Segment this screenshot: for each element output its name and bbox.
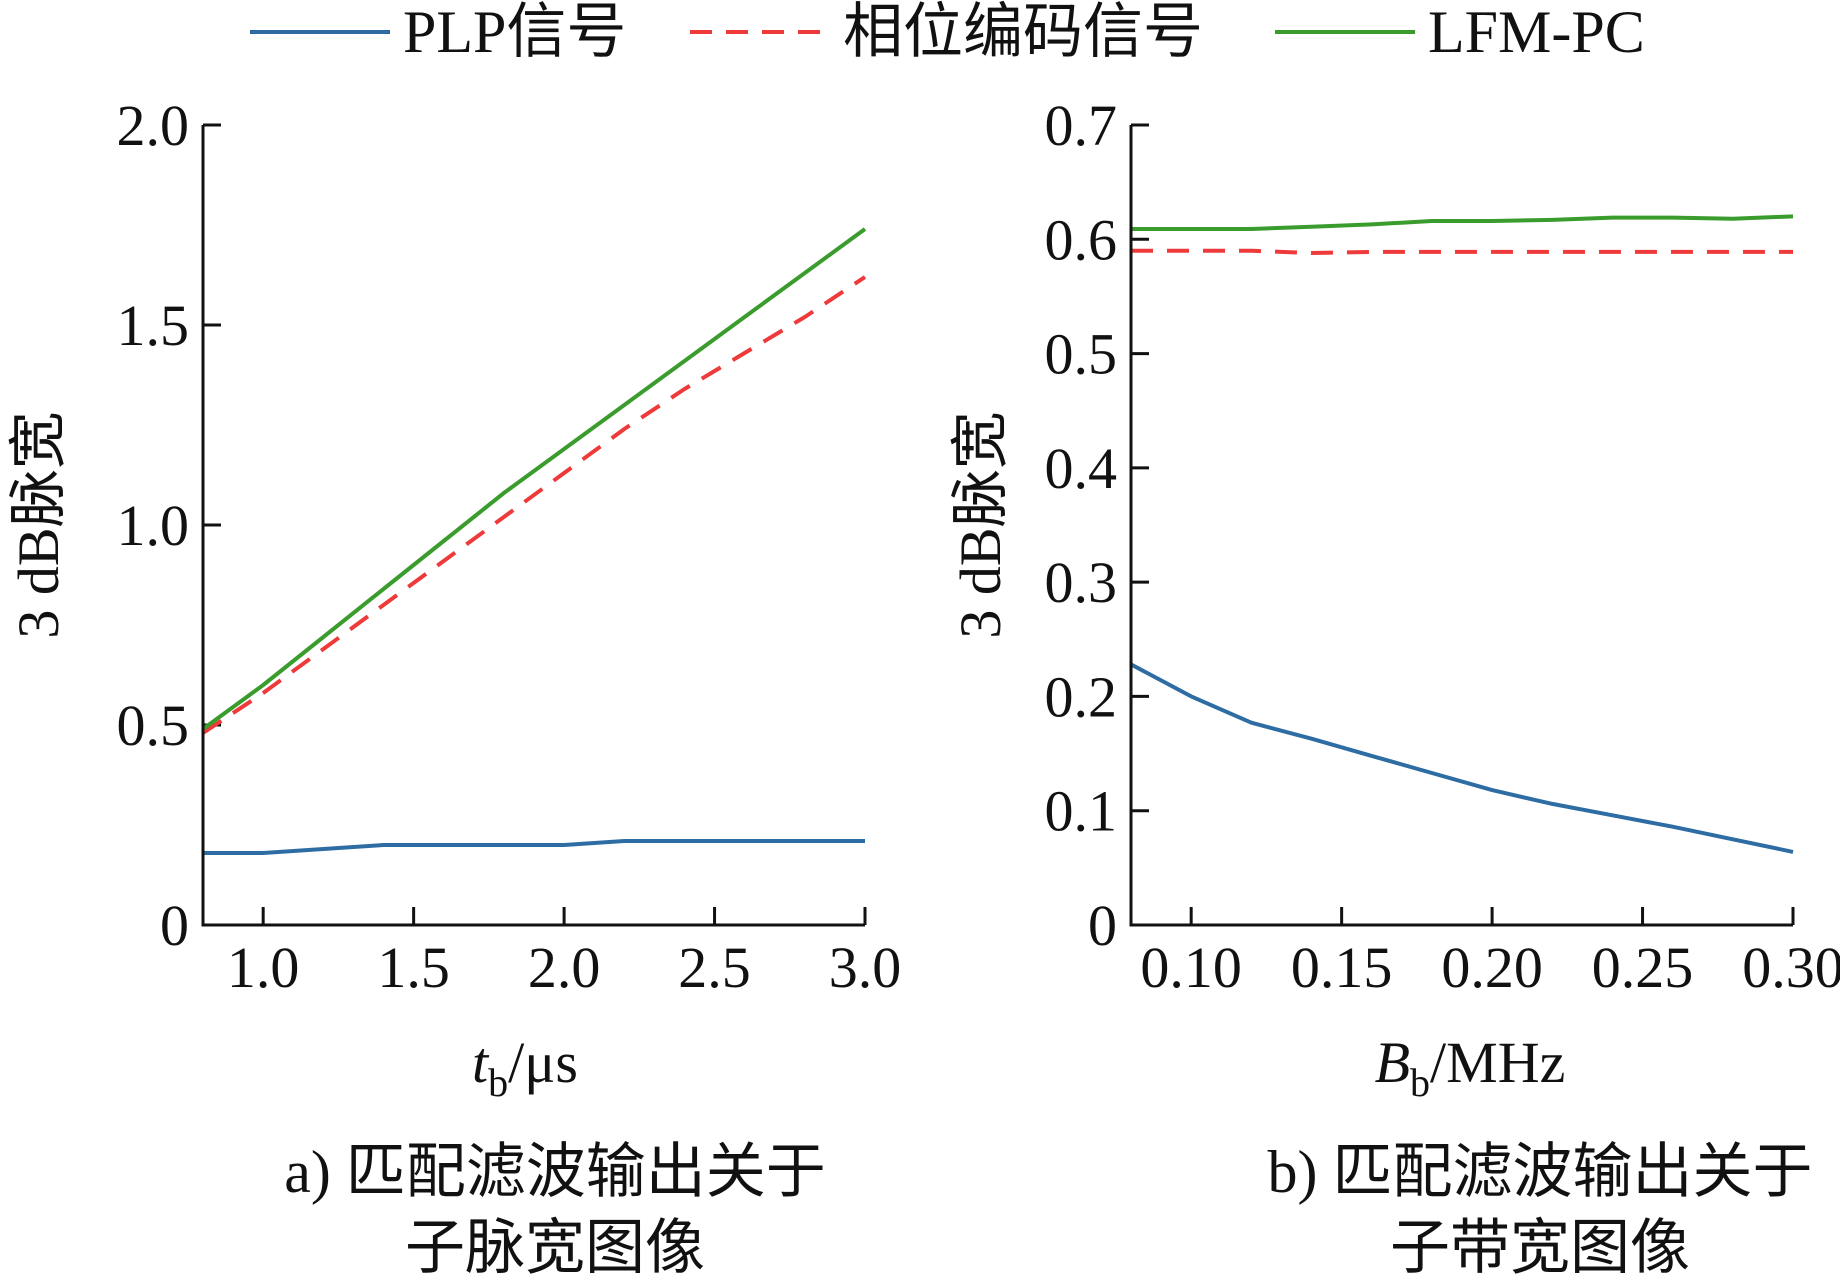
chart-a-xtick-label: 2.0 bbox=[528, 935, 601, 1000]
chart-a-caption-line1: a) 匹配滤波输出关于 bbox=[284, 1139, 826, 1205]
chart-b-xlabel: Bb/MHz bbox=[1375, 1030, 1566, 1105]
chart-b: 00.10.20.30.40.50.60.7 0.10 0.15 0.20 0.25 0… bbox=[948, 93, 1840, 1281]
chart-b-ytick-label: 0.5 bbox=[1045, 322, 1118, 387]
chart-a-series bbox=[201, 227, 867, 855]
chart-b-ytick-label: 0.7 bbox=[1045, 93, 1118, 158]
chart-a-caption-line2: 子脉宽图像 bbox=[405, 1215, 705, 1281]
chart-b-xtick-label: 0.25 bbox=[1592, 935, 1694, 1000]
chart-b-series-line-2 bbox=[1131, 214, 1794, 231]
chart-b-series-line-1 bbox=[1131, 248, 1793, 255]
chart-a-ticks bbox=[203, 123, 867, 927]
chart-b-caption-line1: b) 匹配滤波输出关于 bbox=[1268, 1139, 1813, 1205]
chart-a-series-line-0 bbox=[203, 839, 865, 855]
chart-b-xtick-label: 0.20 bbox=[1441, 935, 1543, 1000]
chart-b-axes bbox=[1129, 125, 1793, 927]
chart-a-ylabel: 3 dB脉宽 bbox=[6, 411, 71, 638]
chart-b-ytick-labels: 0 0.1 0.2 0.3 0.4 0.5 0.6 0.7 bbox=[1045, 93, 1118, 958]
legend: PLP信号 相位编码信号 LFM-PC bbox=[250, 0, 1645, 65]
chart-b-series bbox=[1130, 214, 1794, 854]
chart-b-ytick-label: 0.2 bbox=[1045, 664, 1118, 729]
chart-a-series-line-2 bbox=[201, 227, 867, 731]
chart-b-ticks bbox=[1131, 123, 1795, 927]
chart-b-ylabel: 3 dB脉宽 bbox=[948, 411, 1013, 638]
chart-b-xtick-labels: 0.10 0.15 0.20 0.25 0.30 bbox=[1140, 935, 1840, 1000]
chart-a-xlabel: tb/μs bbox=[472, 1030, 578, 1105]
chart-a-xtick-label: 2.5 bbox=[678, 935, 751, 1000]
chart-b-ytick-label: 0.1 bbox=[1045, 779, 1118, 844]
legend-label-phase: 相位编码信号 bbox=[843, 0, 1203, 65]
chart-a-xtick-label: 3.0 bbox=[829, 935, 902, 1000]
chart-a-axes bbox=[201, 125, 865, 927]
chart-a-ytick-label: 0 bbox=[160, 893, 189, 958]
legend-label-lfm: LFM-PC bbox=[1428, 0, 1645, 65]
chart-a: 0 0.5 1.0 1.5 2.0 1.0 1.5 2.0 2.5 3.0 3 dB脉宽 tb/… bbox=[6, 93, 901, 1281]
chart-a-ytick-label: 1.0 bbox=[117, 493, 190, 558]
chart-a-ytick-label: 1.5 bbox=[117, 293, 190, 358]
chart-b-xtick-label: 0.15 bbox=[1291, 935, 1393, 1000]
chart-b-ytick-label: 0 bbox=[1088, 893, 1117, 958]
legend-label-plp: PLP信号 bbox=[403, 0, 626, 65]
chart-a-xtick-label: 1.0 bbox=[227, 935, 300, 1000]
chart-a-xtick-label: 1.5 bbox=[377, 935, 450, 1000]
chart-b-ytick-label: 0.3 bbox=[1045, 550, 1118, 615]
chart-b-ytick-label: 0.6 bbox=[1045, 207, 1118, 272]
chart-a-ytick-label: 0.5 bbox=[117, 693, 190, 758]
chart-a-series-line-1 bbox=[201, 275, 867, 735]
chart-b-ytick-label: 0.4 bbox=[1045, 436, 1118, 501]
chart-a-xtick-labels: 1.0 1.5 2.0 2.5 3.0 bbox=[227, 935, 901, 1000]
chart-b-xtick-label: 0.10 bbox=[1140, 935, 1242, 1000]
chart-a-ytick-label: 2.0 bbox=[117, 93, 190, 158]
chart-b-caption-line2: 子带宽图像 bbox=[1390, 1215, 1690, 1281]
chart-b-xtick-label: 0.30 bbox=[1742, 935, 1840, 1000]
chart-b-series-line-0 bbox=[1130, 662, 1794, 854]
chart-a-ytick-labels: 0 0.5 1.0 1.5 2.0 bbox=[117, 93, 190, 958]
